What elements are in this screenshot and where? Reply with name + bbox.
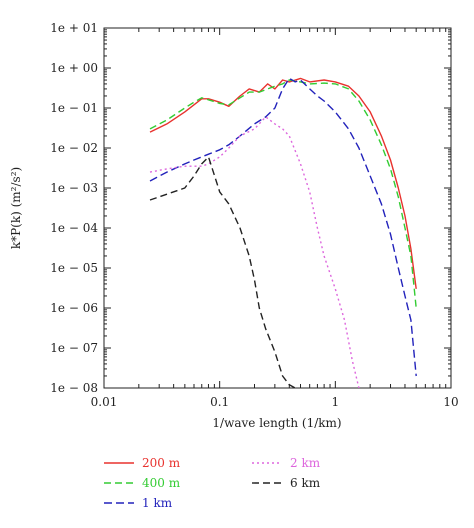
y-tick-label: 1e − 08 — [50, 381, 98, 395]
x-tick-label: 10 — [443, 395, 458, 409]
y-tick-label: 1e − 02 — [50, 141, 98, 155]
y-tick-label: 1e − 07 — [50, 341, 98, 355]
plot-frame — [103, 27, 452, 389]
x-axis-label: 1/wave length (1/km) — [212, 416, 341, 430]
x-tick-label: 0.01 — [91, 395, 118, 409]
legend-label-1: 200 m — [142, 456, 181, 470]
y-axis-label: k*P(k) (m²/s²) — [9, 167, 23, 249]
series-line-4 — [149, 116, 360, 388]
y-tick-labels: 1e + 01 1e + 00 1e − 01 1e − 02 1e − 03 1e − … — [50, 21, 98, 395]
y-tick-label: 1e − 05 — [50, 261, 98, 275]
legend-label-5: 6 km — [290, 476, 321, 490]
y-tick-label: 1e − 06 — [50, 301, 98, 315]
x-tick-label: 1 — [332, 395, 340, 409]
series-line-3 — [149, 77, 417, 377]
y-tick-label: 1e + 00 — [50, 61, 98, 75]
series-layer — [149, 77, 417, 388]
y-tick-label: 1e − 04 — [50, 221, 98, 235]
tick-marks — [103, 27, 452, 389]
series-line-5 — [149, 156, 296, 388]
x-tick-label: 0.1 — [210, 395, 229, 409]
y-tick-label: 1e − 03 — [50, 181, 98, 195]
x-tick-labels: 0.01 0.1 1 10 — [91, 395, 459, 409]
series-line-1 — [149, 77, 417, 289]
series-line-2 — [149, 79, 417, 309]
legend-label-2: 400 m — [142, 476, 181, 490]
legend: 200 m 400 m 1 km 2 km 6 km — [104, 456, 321, 510]
y-tick-label: 1e − 01 — [50, 101, 98, 115]
legend-label-4: 2 km — [290, 456, 321, 470]
legend-label-3: 1 km — [142, 496, 173, 510]
y-tick-label: 1e + 01 — [50, 21, 98, 35]
